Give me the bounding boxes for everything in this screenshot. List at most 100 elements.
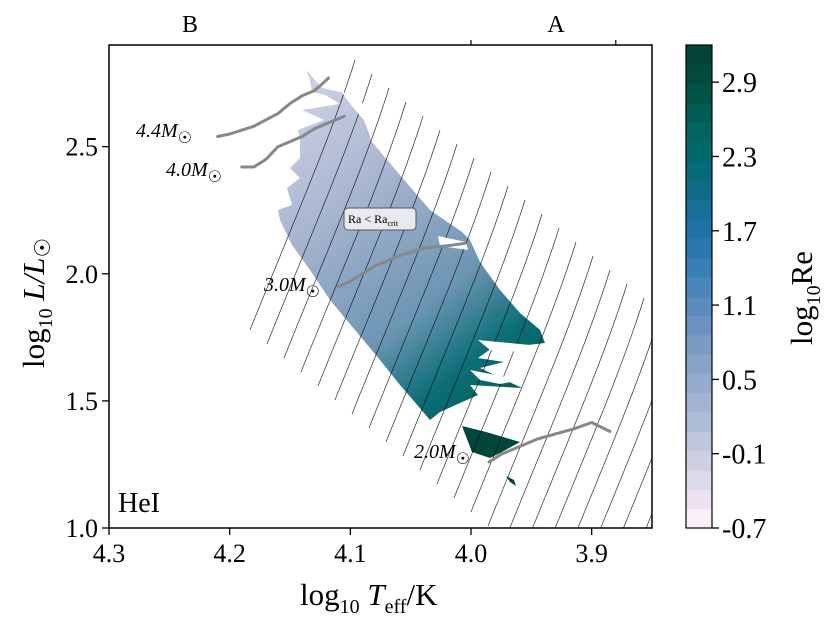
ra-annotation-sub: crit bbox=[387, 219, 398, 228]
colorbar-segment bbox=[686, 257, 712, 278]
colorbar-segment bbox=[686, 431, 712, 452]
colorbar-segment bbox=[686, 180, 712, 201]
colorbar-segment bbox=[686, 508, 712, 529]
colorbar-tick-label: 1.7 bbox=[722, 217, 757, 248]
colorbar-segment bbox=[686, 276, 712, 297]
contour-line bbox=[470, 241, 577, 513]
track-line bbox=[487, 421, 612, 464]
colorbar-segment bbox=[686, 160, 712, 181]
track-label-sun: ☉ bbox=[178, 130, 192, 147]
contour-line bbox=[436, 213, 543, 485]
band-lower bbox=[462, 426, 520, 458]
y-tick-label: 1.0 bbox=[66, 514, 99, 543]
y-axis-label-sub: 10 bbox=[35, 308, 57, 328]
colorbar-segment bbox=[686, 373, 712, 394]
x-tick-label: 4.0 bbox=[455, 539, 488, 568]
colorbar-label: log10Re bbox=[784, 251, 825, 345]
colorbar-segment bbox=[686, 315, 712, 336]
x-tick-label: 4.2 bbox=[213, 539, 246, 568]
contour-line bbox=[600, 399, 652, 528]
y-ticks: 1.0 1.5 2.0 2.5 bbox=[66, 133, 109, 543]
colorbar-tick-label: 2.3 bbox=[722, 142, 757, 173]
x-tick-label: 4.3 bbox=[93, 539, 126, 568]
colorbar-tick-label: 2.9 bbox=[722, 68, 757, 99]
colorbar-segment bbox=[686, 470, 712, 490]
x-tick-label: 4.1 bbox=[334, 539, 367, 568]
track-label-sun: ☉ bbox=[208, 169, 222, 186]
y-axis-label-var: L/L bbox=[16, 258, 51, 309]
track-label: 2.0M☉ bbox=[414, 441, 470, 468]
track-label-sun: ☉ bbox=[456, 451, 470, 468]
track-line bbox=[336, 241, 467, 288]
contour-line bbox=[249, 59, 356, 331]
track-line bbox=[240, 114, 346, 169]
colorbar-label-sub: 10 bbox=[803, 285, 825, 305]
contour-line bbox=[532, 283, 628, 528]
track-line bbox=[216, 76, 331, 138]
colorbar-tick-label: 1.1 bbox=[722, 291, 757, 322]
colorbar-segment bbox=[686, 354, 712, 374]
contour-line bbox=[419, 199, 526, 471]
contour-line bbox=[317, 115, 424, 387]
x-axis-label: log10 Teff/K bbox=[300, 577, 438, 618]
colorbar-segment bbox=[686, 412, 712, 432]
contour-line bbox=[351, 143, 458, 415]
y-tick-label: 2.0 bbox=[66, 260, 99, 289]
colorbar-label-re: Re bbox=[784, 251, 819, 285]
colorbar-segment bbox=[686, 489, 712, 510]
x-axis-label-log: log bbox=[300, 577, 340, 612]
contour-line bbox=[577, 338, 652, 528]
reynolds-number-band bbox=[249, 59, 652, 528]
contour-line bbox=[368, 157, 475, 429]
colorbar-frame bbox=[685, 44, 713, 529]
top-axis-label-a: A bbox=[547, 12, 565, 38]
colorbar-segment bbox=[686, 199, 712, 220]
x-axis-label-var: T bbox=[360, 577, 388, 612]
colorbar-segment bbox=[686, 218, 712, 239]
track-label: 4.4M☉ bbox=[136, 120, 192, 147]
colorbar-segment bbox=[686, 102, 712, 123]
track-label-sun: ☉ bbox=[306, 284, 320, 301]
colorbar-tick-label: -0.7 bbox=[722, 514, 766, 545]
y-tick-label: 2.5 bbox=[66, 133, 99, 162]
x-tick-label: 3.9 bbox=[575, 539, 608, 568]
colorbar-segment bbox=[686, 141, 712, 162]
colorbar-tick-label: -0.1 bbox=[722, 440, 766, 471]
ra-annotation-text: Ra < Ra bbox=[348, 212, 388, 226]
track-label-mass: 4.0M bbox=[166, 159, 209, 181]
contour-line bbox=[453, 227, 560, 499]
colorbar-segment bbox=[686, 392, 712, 413]
y-axis-label: log10 L/L☉ bbox=[16, 238, 57, 368]
colorbar-segment bbox=[686, 450, 712, 471]
colorbar-tick-label: 0.5 bbox=[722, 365, 757, 396]
track-label: 4.0M☉ bbox=[166, 159, 222, 186]
colorbar-segment bbox=[686, 238, 712, 259]
x-axis-label-unit: /K bbox=[406, 577, 438, 612]
evolutionary-tracks: 4.4M☉4.0M☉3.0M☉2.0M☉ bbox=[136, 76, 612, 468]
x-axis-label-sub: 10 bbox=[340, 596, 360, 618]
contour-line bbox=[487, 255, 594, 527]
colorbar-segment bbox=[686, 334, 712, 355]
contour-line bbox=[623, 456, 652, 528]
contour-line bbox=[509, 269, 611, 528]
colorbar-label-log: log bbox=[784, 305, 819, 345]
colorbar: -0.7 -0.1 0.5 1.1 1.7 2.3 2.9 bbox=[686, 45, 766, 545]
track-label: 3.0M☉ bbox=[263, 274, 320, 301]
colorbar-segment bbox=[686, 83, 712, 104]
track-label-mass: 4.4M bbox=[136, 120, 179, 142]
colorbar-segment bbox=[686, 64, 712, 85]
y-axis-label-log: log bbox=[16, 328, 51, 368]
x-axis-label-sub2: eff bbox=[385, 596, 407, 618]
y-tick-label: 1.5 bbox=[66, 387, 99, 416]
colorbar-segment bbox=[686, 45, 712, 65]
colorbar-segment bbox=[686, 122, 712, 143]
contour-line bbox=[283, 87, 390, 359]
y-axis-label-sym: ☉ bbox=[30, 238, 55, 258]
x-ticks: 4.3 4.2 4.1 4.0 3.9 bbox=[93, 528, 608, 568]
top-axis-label-b: B bbox=[182, 12, 198, 38]
svg-text:Ra < Racrit: Ra < Racrit bbox=[348, 212, 399, 228]
contour-line bbox=[385, 171, 492, 443]
contour-lines bbox=[249, 59, 652, 528]
